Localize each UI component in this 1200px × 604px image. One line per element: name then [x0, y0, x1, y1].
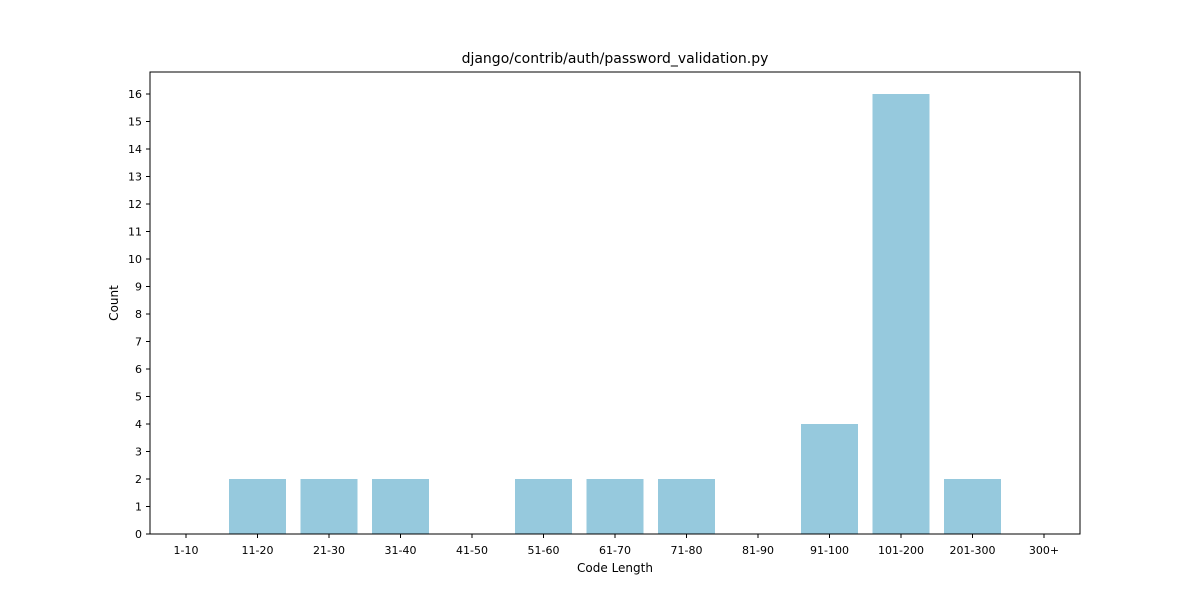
x-tick-label: 71-80 — [671, 544, 703, 557]
y-tick-label: 12 — [128, 198, 142, 211]
bar-51-60 — [515, 479, 572, 534]
bar-31-40 — [372, 479, 429, 534]
bar-11-20 — [229, 479, 286, 534]
y-tick-label: 9 — [135, 281, 142, 294]
x-axis-title: Code Length — [577, 561, 653, 575]
chart-title: django/contrib/auth/password_validation.… — [462, 51, 769, 67]
y-tick-label: 3 — [135, 446, 142, 459]
y-tick-label: 6 — [135, 363, 142, 376]
y-tick-label: 8 — [135, 308, 142, 321]
x-tick-label: 61-70 — [599, 544, 631, 557]
x-tick-label: 41-50 — [456, 544, 488, 557]
x-tick-label: 81-90 — [742, 544, 774, 557]
y-tick-label: 1 — [135, 501, 142, 514]
bar-21-30 — [300, 479, 358, 534]
y-tick-label: 16 — [128, 88, 142, 101]
plot-area-frame — [149, 71, 1081, 535]
x-tick-label: 101-200 — [878, 544, 924, 557]
y-tick-label: 11 — [128, 226, 142, 239]
bar-201-300 — [944, 479, 1001, 534]
y-tick-label: 7 — [135, 336, 142, 349]
x-tick-label: 201-300 — [950, 544, 996, 557]
y-tick-label: 14 — [128, 143, 142, 156]
y-tick-label: 2 — [135, 473, 142, 486]
bar-91-100 — [801, 424, 858, 534]
x-tick-label: 21-30 — [313, 544, 345, 557]
bar-71-80 — [658, 479, 715, 534]
y-tick-label: 5 — [135, 391, 142, 404]
x-tick-label: 51-60 — [528, 544, 560, 557]
x-tick-label: 91-100 — [810, 544, 849, 557]
y-tick-label: 10 — [128, 253, 142, 266]
bars-group — [229, 94, 1001, 534]
y-tick-label: 13 — [128, 171, 142, 184]
y-axis-title: Count — [107, 285, 121, 321]
x-tick-label: 31-40 — [385, 544, 417, 557]
x-axis: 1-10 11-20 21-30 31-40 41-50 51-60 61-70 71-80 8… — [174, 534, 1059, 557]
bar-61-70 — [586, 479, 644, 534]
x-tick-label: 1-10 — [174, 544, 199, 557]
x-tick-label: 11-20 — [242, 544, 274, 557]
bar-101-200 — [872, 94, 930, 534]
y-tick-label: 0 — [135, 528, 142, 541]
x-tick-label: 300+ — [1029, 544, 1059, 557]
y-tick-label: 4 — [135, 418, 142, 431]
y-tick-label: 15 — [128, 116, 142, 129]
